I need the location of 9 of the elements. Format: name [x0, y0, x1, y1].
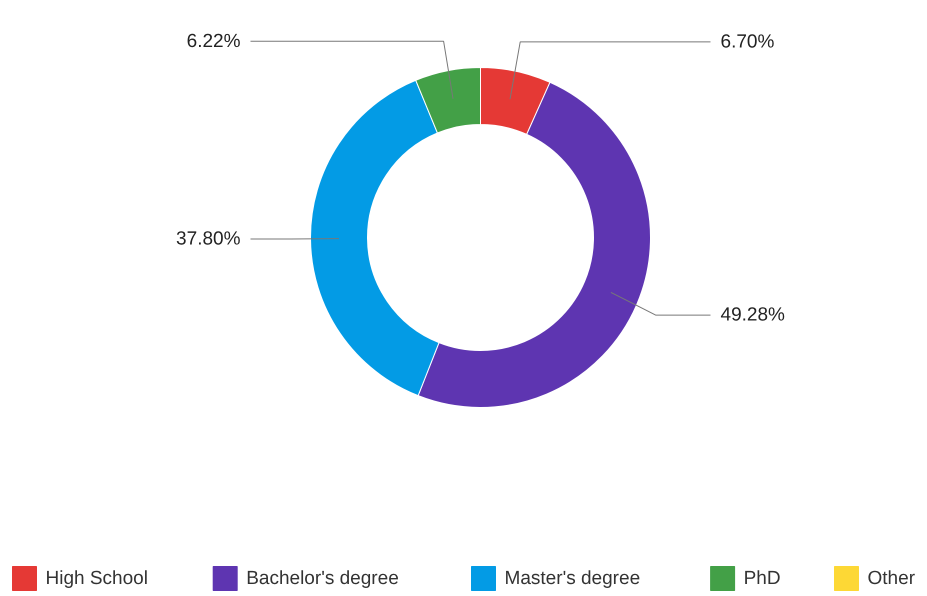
legend-label: Master's degree [504, 568, 640, 589]
legend-label: Other [868, 568, 916, 589]
data-label: 49.28% [720, 304, 786, 326]
legend-label: High School [46, 568, 148, 589]
data-label: 6.70% [720, 31, 774, 52]
legend-label: PhD [744, 568, 781, 589]
legend-label: Bachelor's degree [246, 568, 399, 589]
data-label: 37.80% [176, 228, 241, 250]
data-label: 6.22% [186, 30, 241, 52]
